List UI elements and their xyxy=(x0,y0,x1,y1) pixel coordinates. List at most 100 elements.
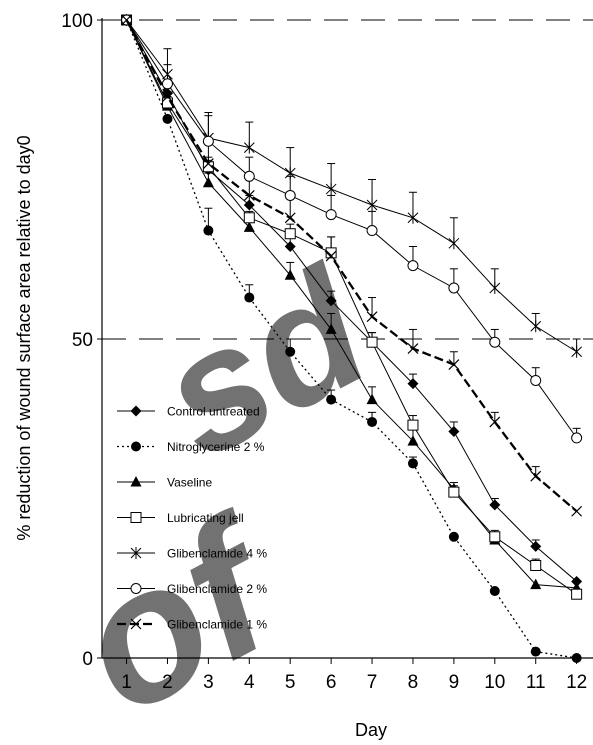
data-point xyxy=(489,416,501,428)
data-point xyxy=(448,237,460,250)
marker-shape xyxy=(530,374,542,386)
legend-marker xyxy=(130,583,142,594)
data-point xyxy=(203,225,214,236)
marker-shape xyxy=(407,260,419,272)
marker-shape xyxy=(202,135,214,147)
data-point xyxy=(489,499,501,511)
marker-shape xyxy=(489,336,501,348)
data-point xyxy=(489,531,501,543)
data-point xyxy=(366,336,378,348)
marker-shape xyxy=(571,432,583,444)
marker-shape xyxy=(284,228,296,240)
data-point xyxy=(366,199,378,212)
data-point xyxy=(489,281,501,294)
x-tick-label: 11 xyxy=(526,672,546,693)
data-point xyxy=(530,646,541,657)
legend-label: Control untreated xyxy=(167,405,260,419)
x-tick-label: 10 xyxy=(484,672,505,693)
marker-shape xyxy=(489,586,500,597)
marker-shape xyxy=(326,394,337,405)
marker-shape xyxy=(203,225,214,236)
marker-shape xyxy=(366,199,378,212)
legend-label: Glibenclamide 4 % xyxy=(167,547,267,561)
marker-shape xyxy=(448,237,460,250)
legend-marker xyxy=(130,547,142,559)
marker-shape xyxy=(244,292,255,303)
error-bar xyxy=(368,297,377,317)
legend-marker xyxy=(130,405,142,417)
data-point xyxy=(244,292,255,303)
data-point xyxy=(407,419,419,431)
series-line xyxy=(126,19,577,353)
legend-marker xyxy=(130,512,142,523)
series-line xyxy=(126,19,577,582)
marker-shape xyxy=(530,470,542,482)
error-bar xyxy=(408,328,417,349)
marker-shape xyxy=(325,183,337,196)
data-point xyxy=(407,458,418,469)
x-tick-label: 9 xyxy=(449,672,460,693)
data-point xyxy=(448,359,460,370)
x-tick-label: 8 xyxy=(408,672,419,693)
marker-shape xyxy=(162,91,173,102)
x-axis-title: Day xyxy=(355,720,387,740)
data-point xyxy=(285,346,296,357)
legend-label: Lubricating jell xyxy=(167,511,244,525)
marker-shape xyxy=(448,282,460,294)
data-point xyxy=(571,345,582,358)
data-point xyxy=(284,212,296,224)
error-bar xyxy=(490,411,499,422)
legend-item: Nitroglycerine 2 % xyxy=(117,440,265,454)
data-point xyxy=(571,432,583,444)
legend-item: Lubricating jell xyxy=(117,511,244,525)
data-point xyxy=(530,470,542,482)
data-point xyxy=(284,269,296,280)
marker-shape xyxy=(130,405,142,417)
data-point xyxy=(202,176,214,188)
x-tick-label: 5 xyxy=(285,672,296,693)
series xyxy=(121,14,583,587)
series-line xyxy=(126,19,578,439)
marker-shape xyxy=(243,199,255,211)
data-point xyxy=(243,212,255,224)
marker-shape xyxy=(571,575,583,587)
marker-shape xyxy=(530,320,542,333)
legend-label: Nitroglycerine 2 % xyxy=(167,440,265,454)
marker-shape xyxy=(489,281,501,294)
marker-shape xyxy=(407,211,419,224)
data-point xyxy=(407,211,419,224)
marker-shape xyxy=(130,583,142,594)
legend: Control untreated Nitroglycerine 2 % Vasel… xyxy=(117,405,267,632)
marker-shape xyxy=(366,311,378,323)
marker-shape xyxy=(284,240,296,252)
x-tick-label: 3 xyxy=(203,672,214,693)
legend-marker xyxy=(131,441,141,452)
series xyxy=(121,14,583,444)
marker-shape xyxy=(571,505,583,517)
legend-item: Control untreated xyxy=(117,405,260,419)
x-tick-label: 4 xyxy=(244,672,255,693)
data-point xyxy=(448,531,459,542)
marker-shape xyxy=(530,578,542,590)
data-point xyxy=(530,559,542,571)
marker-shape xyxy=(571,588,583,600)
x-tick-label: 12 xyxy=(566,672,587,693)
marker-shape xyxy=(489,499,501,511)
legend-label: Vaseline xyxy=(167,476,212,490)
marker-shape xyxy=(448,486,460,498)
marker-shape xyxy=(489,416,501,428)
marker-shape xyxy=(130,476,142,487)
x-tick-label: 6 xyxy=(326,672,337,693)
data-point xyxy=(367,416,378,427)
data-point xyxy=(407,435,419,446)
marker-shape xyxy=(407,435,419,446)
marker-shape xyxy=(407,419,419,431)
marker-shape xyxy=(284,167,296,180)
series-line xyxy=(126,19,577,589)
data-point xyxy=(325,295,337,307)
marker-shape xyxy=(571,345,582,358)
data-point xyxy=(571,588,583,600)
marker-shape xyxy=(284,269,296,280)
marker-shape xyxy=(448,426,460,438)
